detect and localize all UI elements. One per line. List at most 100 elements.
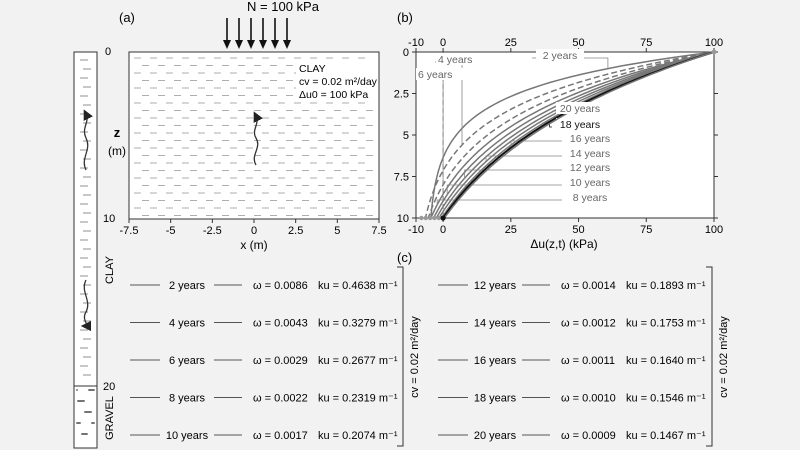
z-axis-label: z xyxy=(114,125,121,140)
row-omega: ω = 0.0043 xyxy=(253,318,308,330)
row-omega: ω = 0.0014 xyxy=(561,280,616,292)
series-line-18-years xyxy=(442,51,715,219)
column-tick-20: 20 xyxy=(103,381,115,393)
series-line-8-years xyxy=(430,51,715,219)
column-clay-label: CLAY xyxy=(104,255,116,284)
panel-a-x-label: x (m) xyxy=(240,238,267,252)
series-label-12-years: 12 years xyxy=(570,162,610,174)
chart-top-tick-label: 75 xyxy=(640,37,652,49)
table-row: 14 years ω = 0.0012 ku = 0.1753 m⁻¹ xyxy=(438,318,706,330)
parameter-table-left: 2 years ω = 0.0086 ku = 0.4638 m⁻¹ 4 years ω… xyxy=(130,280,398,442)
chart-y-tick-label: 2.5 xyxy=(394,89,409,101)
load-arrow-head xyxy=(235,40,243,49)
base-marker xyxy=(432,215,437,221)
column-tick-10: 10 xyxy=(103,213,115,225)
series-leader xyxy=(464,169,562,179)
clay-du0: Δu0 = 100 kPa xyxy=(299,89,368,101)
row-ku: ku = 0.1893 m⁻¹ xyxy=(626,280,706,292)
chart-x-tick-label: 50 xyxy=(572,224,584,236)
series-label-bg xyxy=(566,161,614,173)
series-leader xyxy=(510,140,562,145)
gravel-texture xyxy=(76,389,95,435)
base-marker xyxy=(436,215,441,221)
row-omega: ω = 0.0011 xyxy=(561,355,615,367)
chart-top-tick-label: 50 xyxy=(572,37,584,49)
x-tick-label: 0 xyxy=(251,225,257,237)
series-line-6-years xyxy=(427,51,715,219)
series-label-8-years: 8 years xyxy=(573,192,607,204)
row-time: 2 years xyxy=(169,280,206,292)
series-label-4-years: 4 years xyxy=(438,54,472,66)
series-label-14-years: 14 years xyxy=(570,148,610,160)
bracket-right xyxy=(706,266,713,447)
base-marker xyxy=(423,215,428,221)
column-gravel-label: GRAVEL xyxy=(104,396,116,440)
row-omega: ω = 0.0010 xyxy=(561,393,616,405)
series-label-16-years: 16 years xyxy=(570,133,610,145)
gravel-dot xyxy=(81,433,83,435)
series-label-bg xyxy=(536,49,584,61)
z-axis-unit: (m) xyxy=(108,144,126,158)
table-row: 8 years ω = 0.0022 ku = 0.2319 m⁻¹ xyxy=(130,393,398,405)
load-arrows xyxy=(223,18,291,49)
series-label-bg xyxy=(566,191,614,203)
series-leader xyxy=(446,184,562,195)
base-marker-highlight xyxy=(440,215,446,221)
series-label-bg xyxy=(556,118,604,130)
series-leader xyxy=(436,199,562,205)
chart-x-tick-label: 100 xyxy=(705,224,723,236)
chart-top-tick-label: -10 xyxy=(408,37,424,49)
panel-a-label: (a) xyxy=(119,10,135,25)
series-label-bg xyxy=(566,132,614,144)
panel-a-plot: CLAY cv = 0.02 m²/day Δu0 = 100 kPa -7.5… xyxy=(120,51,387,252)
downward-flow-arrow xyxy=(80,279,92,332)
series-label-18-years: 18 years xyxy=(560,119,600,131)
row-ku: ku = 0.1640 m⁻¹ xyxy=(626,355,706,367)
gravel-dot xyxy=(88,389,90,391)
row-ku: ku = 0.4638 m⁻¹ xyxy=(318,280,398,292)
domain-flow-arrow xyxy=(253,111,263,166)
row-omega: ω = 0.0012 xyxy=(561,318,616,330)
load-arrow-head xyxy=(259,40,267,49)
series-line-14-years xyxy=(438,51,715,219)
x-tick-label: -2.5 xyxy=(203,225,222,237)
chart-x-tick-label: 25 xyxy=(505,224,517,236)
load-arrow-head xyxy=(223,40,231,49)
upward-flow-arrow xyxy=(83,109,93,171)
chart-x-tick-label: -10 xyxy=(408,224,424,236)
top-convergence-point xyxy=(711,49,717,55)
x-tick-label: -5 xyxy=(166,225,176,237)
x-tick-label: 2.5 xyxy=(288,225,303,237)
chart-top-tick-label: 0 xyxy=(440,37,446,49)
bracket-left xyxy=(397,266,404,447)
panel-a-x-axis: -7.5 -5 -2.5 0 2.5 5 7.5 xyxy=(120,219,387,237)
chart-y-tick-label: 7.5 xyxy=(394,172,409,184)
table-row: 10 years ω = 0.0017 ku = 0.2074 m⁻¹ xyxy=(130,430,398,442)
column-tick-0: 0 xyxy=(105,46,111,58)
row-time: 8 years xyxy=(169,393,206,405)
row-time: 16 years xyxy=(474,355,517,367)
table-row: 12 years ω = 0.0014 ku = 0.1893 m⁻¹ xyxy=(438,280,706,292)
row-time: 12 years xyxy=(474,280,517,292)
clay-name: CLAY xyxy=(299,63,326,75)
row-ku: ku = 0.2319 m⁻¹ xyxy=(318,393,398,405)
gravel-layer xyxy=(73,385,98,449)
clay-info-background xyxy=(296,61,378,99)
chart-x-tick-label: 75 xyxy=(640,224,652,236)
series-line-12-years xyxy=(435,51,715,219)
series-label-20-years: 20 years xyxy=(560,103,600,115)
chart-y-tick-label: 0 xyxy=(403,47,409,59)
row-time: 6 years xyxy=(169,355,206,367)
gravel-dot xyxy=(76,389,78,391)
series-label-2-years: 2 years xyxy=(543,50,577,62)
row-time: 20 years xyxy=(474,430,517,442)
series-leader xyxy=(485,155,562,162)
load-arrow-head xyxy=(271,40,279,49)
row-time: 18 years xyxy=(474,393,517,405)
x-tick-label: 7.5 xyxy=(371,225,386,237)
row-ku: ku = 0.2677 m⁻¹ xyxy=(318,355,398,367)
row-omega: ω = 0.0017 xyxy=(253,430,308,442)
clay-cv: cv = 0.02 m²/day xyxy=(299,76,378,88)
